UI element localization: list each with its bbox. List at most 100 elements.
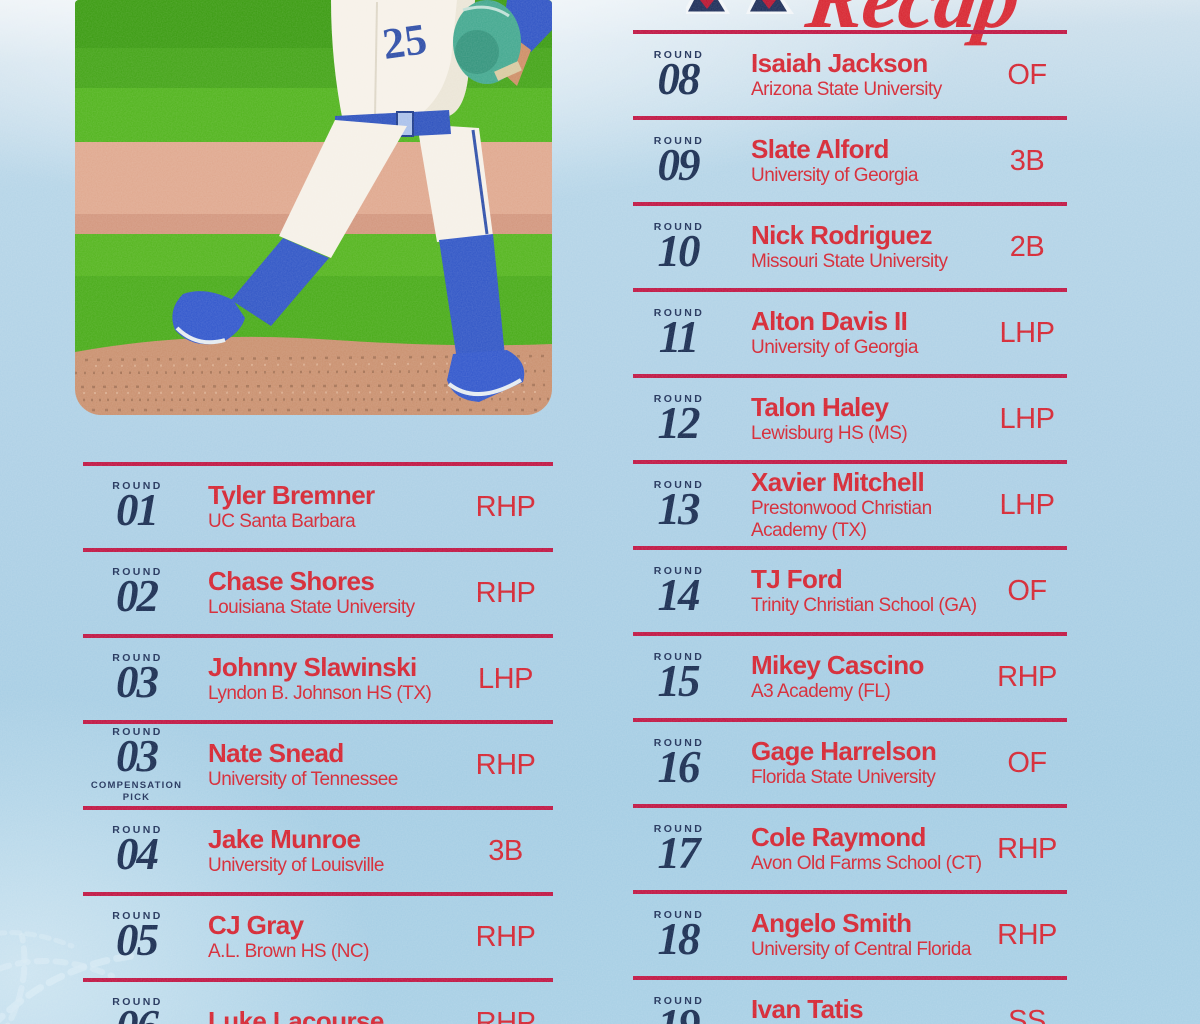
player-name: Nick Rodriguez — [751, 219, 932, 250]
round-number: 11 — [658, 312, 700, 363]
player-position: RHP — [475, 490, 536, 523]
player-school: Lyndon B. Johnson HS (TX) — [208, 682, 432, 704]
pick-row-round-14: ROUND 14 TJ Ford Trinity Christian Schoo… — [633, 546, 1067, 632]
round-cell: ROUND 13 — [633, 479, 723, 535]
player-name: TJ Ford — [751, 563, 843, 594]
pick-row-round-09: ROUND 09 Slate Alford University of Geor… — [633, 116, 1067, 202]
player-school: Arizona State University — [751, 78, 942, 100]
pick-row-round-15: ROUND 15 Mikey Cascino A3 Academy (FL) R… — [633, 632, 1067, 718]
player-school: Trinity Christian School (GA) — [751, 594, 977, 616]
player-name: Jake Munroe — [208, 823, 361, 854]
player-position: LHP — [478, 662, 533, 695]
player-info: TJ Ford Trinity Christian School (GA) — [723, 563, 987, 616]
player-info: Chase Shores Louisiana State University — [190, 565, 458, 618]
player-info: Slate Alford University of Georgia — [723, 135, 987, 186]
player-name: Angelo Smith — [751, 907, 912, 938]
player-info: Tyler Bremner UC Santa Barbara — [190, 479, 458, 532]
round-number: 03 — [116, 730, 159, 781]
player-name: Talon Haley — [751, 391, 889, 422]
round-cell: ROUND 09 — [633, 135, 723, 191]
player-position: 3B — [488, 834, 523, 867]
round-number: 05 — [116, 914, 159, 965]
round-cell: ROUND 16 — [633, 737, 723, 790]
round-cell: ROUND 14 — [633, 565, 723, 621]
pick-row-round-04: ROUND 04 Jake Munroe University of Louis… — [83, 806, 553, 892]
pick-row-round-02: ROUND 02 Chase Shores Louisiana State Un… — [83, 548, 553, 634]
player-school: A3 Academy (FL) — [751, 680, 891, 702]
player-school: Missouri State University — [751, 250, 948, 272]
round-number: 08 — [657, 54, 701, 105]
round-number: 06 — [116, 1003, 159, 1024]
round-cell: ROUND 11 — [633, 307, 723, 363]
player-name: Isaiah Jackson — [751, 47, 928, 78]
round-cell: ROUND 04 — [83, 824, 190, 878]
round-cell: ROUND 08 — [633, 49, 723, 105]
player-info: Jake Munroe University of Louisville — [190, 823, 458, 876]
player-position: RHP — [475, 748, 536, 781]
round-number: 13 — [657, 484, 701, 535]
round-cell: ROUND 01 — [83, 480, 190, 534]
player-info: Cole Raymond Avon Old Farms School (CT) — [723, 821, 987, 874]
pick-row-round-10: ROUND 10 Nick Rodriguez Missouri State U… — [633, 202, 1067, 288]
player-school: A.L. Brown HS (NC) — [208, 940, 369, 962]
compensation-pick-note: COMPENSATION PICK — [90, 780, 183, 804]
player-school: University of Tennessee — [208, 768, 398, 790]
player-name: Tyler Bremner — [208, 479, 375, 510]
player-school: Prestonwood Christian Academy (TX) — [751, 498, 932, 541]
player-position: RHP — [475, 920, 536, 953]
pick-row-round-12: ROUND 12 Talon Haley Lewisburg HS (MS) L… — [633, 374, 1067, 460]
player-name: Luke Lacourse — [208, 1006, 384, 1024]
player-info: Luke Lacourse — [190, 1008, 458, 1024]
player-position: RHP — [997, 832, 1057, 865]
player-name: Ivan Tatis — [751, 993, 864, 1024]
round-cell: ROUND 06 — [83, 996, 190, 1024]
player-name: Xavier Mitchell — [751, 467, 925, 498]
round-number: 17 — [657, 828, 701, 879]
player-info: Gage Harrelson Florida State University — [723, 737, 987, 788]
player-position: OF — [1007, 574, 1047, 607]
player-photo: 25 — [75, 0, 552, 415]
pick-row-round-18: ROUND 18 Angelo Smith University of Cent… — [633, 890, 1067, 976]
player-info: Alton Davis II University of Georgia — [723, 305, 987, 358]
pick-row-round-19: ROUND 19 Ivan Tatis Georgia Premier SS — [633, 976, 1067, 1024]
player-position: OF — [1007, 746, 1047, 779]
player-info: Angelo Smith University of Central Flori… — [723, 907, 987, 960]
angels-a-logo — [686, 0, 794, 14]
pick-row-round-11: ROUND 11 Alton Davis II University of Ge… — [633, 288, 1067, 374]
player-info: Ivan Tatis Georgia Premier — [723, 993, 987, 1024]
player-name: Nate Snead — [208, 737, 344, 768]
draft-picks-right-table: ROUND 08 Isaiah Jackson Arizona State Un… — [633, 30, 1067, 1024]
player-position: 3B — [1009, 144, 1045, 177]
player-info: Xavier Mitchell Prestonwood Christian Ac… — [723, 469, 987, 541]
player-info: Johnny Slawinski Lyndon B. Johnson HS (T… — [190, 653, 458, 704]
player-name: Chase Shores — [208, 565, 375, 596]
player-position: SS — [1008, 1004, 1046, 1024]
player-info: Talon Haley Lewisburg HS (MS) — [723, 391, 987, 444]
player-position: OF — [1007, 58, 1047, 91]
player-name: Cole Raymond — [751, 821, 926, 852]
round-cell: ROUND 18 — [633, 909, 723, 962]
player-school: University of Central Florida — [751, 938, 971, 960]
pick-row-round-16: ROUND 16 Gage Harrelson Florida State Un… — [633, 718, 1067, 804]
pick-row-round-03-compensation: ROUND 03 COMPENSATION PICK Nate Snead Un… — [83, 720, 553, 806]
player-info: CJ Gray A.L. Brown HS (NC) — [190, 911, 458, 962]
round-number: 12 — [657, 398, 701, 449]
player-school: University of Georgia — [751, 164, 918, 186]
player-school: Lewisburg HS (MS) — [751, 422, 908, 444]
player-position: LHP — [999, 488, 1055, 521]
player-name: Mikey Cascino — [751, 649, 924, 680]
player-position: RHP — [997, 918, 1057, 951]
round-number: 09 — [657, 140, 701, 191]
player-info: Isaiah Jackson Arizona State University — [723, 47, 987, 100]
round-number: 01 — [116, 484, 159, 535]
round-number: 14 — [657, 570, 701, 621]
pick-row-round-06: ROUND 06 Luke Lacourse RHP — [83, 978, 553, 1024]
player-name: Alton Davis II — [751, 305, 908, 336]
player-position: RHP — [997, 660, 1057, 693]
pick-row-round-05: ROUND 05 CJ Gray A.L. Brown HS (NC) RHP — [83, 892, 553, 978]
player-position: LHP — [999, 402, 1055, 435]
pick-row-round-13: ROUND 13 Xavier Mitchell Prestonwood Chr… — [633, 460, 1067, 546]
player-info: Mikey Cascino A3 Academy (FL) — [723, 649, 987, 702]
pick-row-round-17: ROUND 17 Cole Raymond Avon Old Farms Sch… — [633, 804, 1067, 890]
player-school: Avon Old Farms School (CT) — [751, 852, 982, 874]
